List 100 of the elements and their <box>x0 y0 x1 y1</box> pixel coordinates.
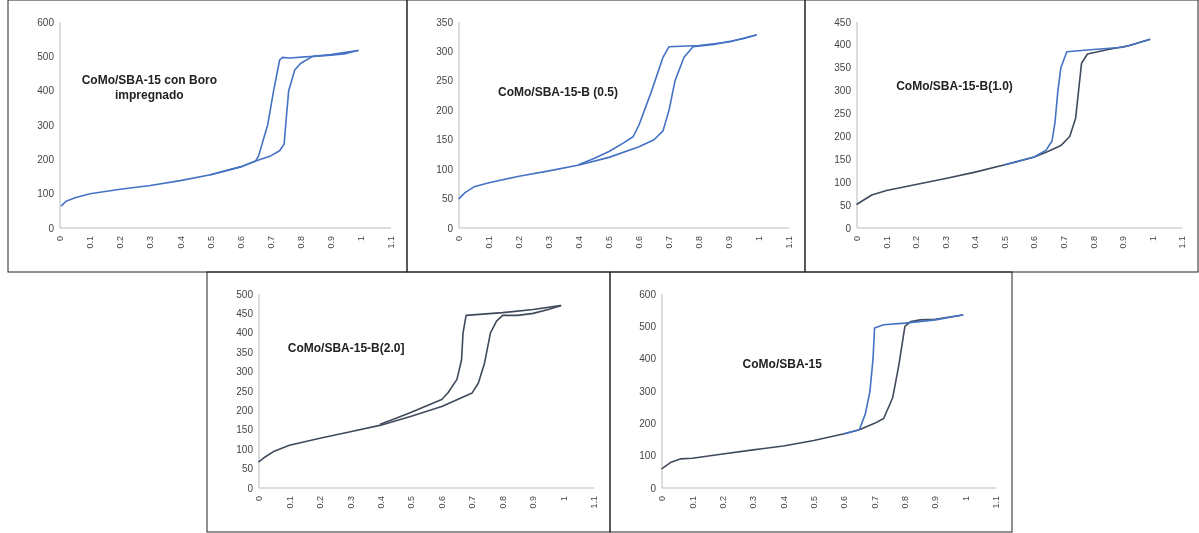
x-tick-label: 0.2 <box>911 236 922 249</box>
x-tick-label: 0.7 <box>664 236 675 249</box>
x-tick-label: 0 <box>55 236 66 242</box>
y-tick-label: 50 <box>241 463 254 475</box>
y-tick-label: 450 <box>236 307 254 319</box>
x-tick-label: 0.9 <box>325 236 336 249</box>
x-tick-label: 0.3 <box>748 496 759 509</box>
x-tick-label: 0 <box>454 236 465 242</box>
y-tick-label: 0 <box>447 222 454 234</box>
y-tick-label: 500 <box>37 50 55 62</box>
y-tick-label: 250 <box>436 75 454 87</box>
y-tick-label: 200 <box>436 104 454 116</box>
y-tick-label: 600 <box>37 16 55 28</box>
x-tick-label: 0.7 <box>467 496 478 509</box>
x-tick-label: 0.1 <box>687 496 698 509</box>
y-tick-label: 0 <box>845 222 852 234</box>
y-tick-label: 100 <box>639 450 657 462</box>
x-tick-label: 0.6 <box>1029 236 1040 249</box>
x-tick-label: 0.7 <box>265 236 276 249</box>
y-tick-label: 500 <box>236 288 254 300</box>
y-tick-label: 200 <box>639 417 657 429</box>
y-tick-label: 150 <box>436 134 454 146</box>
x-tick-label: 0.6 <box>235 236 246 249</box>
x-tick-label: 1 <box>356 236 367 242</box>
x-tick-label: 0.1 <box>881 236 892 249</box>
y-tick-label: 200 <box>834 130 852 142</box>
y-tick-label: 600 <box>639 288 657 300</box>
x-tick-label: 1 <box>960 496 971 502</box>
y-tick-label: 400 <box>37 85 55 97</box>
y-tick-label: 0 <box>650 482 657 494</box>
x-tick-label: 0.4 <box>970 236 981 249</box>
x-tick-label: 1.1 <box>1177 236 1188 249</box>
x-tick-label: 0.5 <box>406 496 417 509</box>
x-tick-label: 1.1 <box>784 236 795 249</box>
x-tick-label: 0.7 <box>869 496 880 509</box>
y-tick-label: 100 <box>436 163 454 175</box>
y-tick-label: 300 <box>834 85 852 97</box>
x-tick-label: 0.5 <box>999 236 1010 249</box>
y-tick-label: 400 <box>639 353 657 365</box>
x-tick-label: 0.2 <box>514 236 525 249</box>
x-tick-label: 0 <box>852 236 863 242</box>
x-tick-label: 0.6 <box>839 496 850 509</box>
y-tick-label: 350 <box>834 62 852 74</box>
x-tick-label: 0.3 <box>544 236 555 249</box>
y-tick-label: 300 <box>37 119 55 131</box>
x-tick-label: 1.1 <box>589 496 600 509</box>
x-tick-label: 0.4 <box>175 236 186 249</box>
y-tick-label: 350 <box>236 346 254 358</box>
x-tick-label: 0.3 <box>345 496 356 509</box>
y-tick-label: 50 <box>839 199 852 211</box>
x-tick-label: 0.1 <box>484 236 495 249</box>
x-tick-label: 0.5 <box>808 496 819 509</box>
y-tick-label: 300 <box>236 366 254 378</box>
x-tick-label: 0.8 <box>694 236 705 249</box>
text: CoMo/SBA-15 <box>742 356 823 371</box>
y-tick-label: 250 <box>834 108 852 120</box>
text: CoMo/SBA-15-B(1.0) <box>896 78 1013 93</box>
y-tick-label: 350 <box>436 16 454 28</box>
y-tick-label: 0 <box>247 482 254 494</box>
x-tick-label: 1 <box>754 236 765 242</box>
x-tick-label: 0.2 <box>115 236 126 249</box>
x-tick-label: 0.9 <box>930 496 941 509</box>
y-tick-label: 400 <box>236 327 254 339</box>
x-tick-label: 0.1 <box>284 496 295 509</box>
x-tick-label: 0.4 <box>574 236 585 249</box>
y-tick-label: 300 <box>436 45 454 57</box>
x-tick-label: 1 <box>558 496 569 502</box>
x-tick-label: 0.2 <box>315 496 326 509</box>
y-tick-label: 150 <box>236 424 254 436</box>
y-tick-label: 300 <box>639 385 657 397</box>
y-tick-label: 200 <box>37 153 55 165</box>
x-tick-label: 0.8 <box>295 236 306 249</box>
x-tick-label: 0.8 <box>1088 236 1099 249</box>
x-tick-label: 0.2 <box>717 496 728 509</box>
x-tick-label: 0.1 <box>85 236 96 249</box>
y-tick-label: 400 <box>834 39 852 51</box>
y-tick-label: 500 <box>639 320 657 332</box>
y-tick-label: 200 <box>236 404 254 416</box>
x-tick-label: 0.9 <box>528 496 539 509</box>
y-tick-label: 450 <box>834 16 852 28</box>
x-tick-label: 0.8 <box>497 496 508 509</box>
x-tick-label: 0.9 <box>1118 236 1129 249</box>
x-tick-label: 1.1 <box>991 496 1002 509</box>
x-tick-label: 0 <box>657 496 668 502</box>
y-tick-label: 150 <box>834 153 852 165</box>
y-tick-label: 250 <box>236 385 254 397</box>
y-tick-label: 50 <box>441 193 454 205</box>
x-tick-label: 0.3 <box>145 236 156 249</box>
x-tick-label: 0.5 <box>604 236 615 249</box>
text: CoMo/SBA-15-B (0.5) <box>497 85 619 100</box>
x-tick-label: 0.7 <box>1058 236 1069 249</box>
x-tick-label: 0.9 <box>724 236 735 249</box>
x-tick-label: 0.3 <box>940 236 951 249</box>
x-tick-label: 0 <box>254 496 265 502</box>
x-tick-label: 0.4 <box>375 496 386 509</box>
y-tick-label: 100 <box>37 188 55 200</box>
y-tick-label: 100 <box>834 176 852 188</box>
x-tick-label: 1 <box>1147 236 1158 242</box>
x-tick-label: 0.6 <box>436 496 447 509</box>
x-tick-label: 0.8 <box>900 496 911 509</box>
